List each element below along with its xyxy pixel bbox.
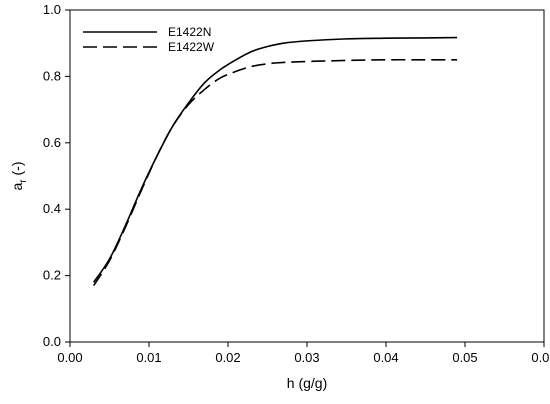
y-tick-label: 0.2 [43, 268, 61, 283]
y-axis-title: ar (-) [9, 161, 29, 190]
x-tick-label: 0.02 [215, 350, 240, 365]
y-tick-label: 1.0 [43, 2, 61, 17]
x-tick-label: 0.01 [136, 350, 161, 365]
x-tick-label: 0.05 [452, 350, 477, 365]
x-tick-label: 0.06 [531, 350, 550, 365]
series-line-e1422n [93, 36, 458, 283]
series-line-e1422w [93, 58, 458, 286]
y-axis-ticks: 0.0 0.2 0.4 0.6 0.8 1.0 [43, 2, 70, 349]
y-axis-title-suffix: (-) [9, 161, 25, 179]
y-tick-label: 0.8 [43, 68, 61, 83]
x-tick-label: 0.04 [373, 350, 398, 365]
plot-frame [69, 9, 545, 343]
legend-label-e1422n: E1422N [168, 25, 211, 39]
x-axis-ticks: 0.00 0.01 0.02 0.03 0.04 0.05 0.06 [57, 342, 550, 365]
x-tick-label: 0.03 [294, 350, 319, 365]
y-axis-title-sub: r [18, 179, 29, 183]
legend: E1422N E1422W [83, 25, 215, 54]
x-axis-title: h (g/g) [287, 375, 327, 391]
series-layer [93, 36, 458, 286]
y-tick-label: 0.6 [43, 135, 61, 150]
y-tick-label: 0.0 [43, 334, 61, 349]
y-axis-title-main: a [9, 183, 25, 191]
x-tick-label: 0.00 [57, 350, 82, 365]
legend-label-e1422w: E1422W [168, 40, 215, 54]
y-tick-label: 0.4 [43, 201, 61, 216]
